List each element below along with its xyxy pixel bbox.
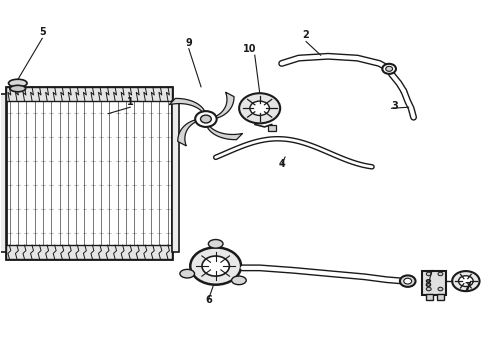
- Bar: [269, 126, 276, 131]
- Circle shape: [459, 276, 473, 287]
- Bar: [172, 100, 179, 252]
- Bar: [422, 271, 446, 295]
- Circle shape: [382, 64, 396, 74]
- Circle shape: [452, 271, 480, 291]
- Ellipse shape: [208, 239, 223, 248]
- Text: 2: 2: [303, 30, 310, 40]
- Ellipse shape: [232, 276, 246, 285]
- Bar: [5, 87, 171, 100]
- Text: 10: 10: [243, 44, 257, 54]
- Text: 8: 8: [425, 279, 432, 289]
- Circle shape: [190, 247, 241, 285]
- Bar: [5, 87, 171, 259]
- Text: 9: 9: [185, 37, 192, 48]
- Bar: [426, 294, 433, 300]
- Text: 7: 7: [464, 282, 471, 292]
- Text: 1: 1: [127, 97, 134, 107]
- Bar: [437, 294, 444, 300]
- Text: 6: 6: [205, 295, 212, 305]
- Ellipse shape: [10, 85, 25, 92]
- Circle shape: [195, 111, 217, 127]
- Circle shape: [386, 66, 392, 71]
- Ellipse shape: [8, 79, 27, 87]
- Circle shape: [400, 275, 416, 287]
- Circle shape: [426, 272, 431, 276]
- Polygon shape: [178, 120, 197, 146]
- Polygon shape: [214, 92, 234, 118]
- Text: 4: 4: [278, 159, 285, 170]
- Bar: [5, 245, 171, 259]
- Polygon shape: [206, 125, 243, 140]
- Circle shape: [438, 272, 443, 276]
- Circle shape: [404, 278, 412, 284]
- Text: 3: 3: [392, 101, 398, 111]
- Bar: [0, 94, 5, 252]
- Polygon shape: [170, 98, 205, 113]
- Circle shape: [438, 287, 443, 291]
- Ellipse shape: [180, 269, 195, 278]
- Circle shape: [202, 256, 229, 276]
- Circle shape: [200, 115, 211, 123]
- Circle shape: [250, 101, 270, 116]
- Text: 5: 5: [39, 27, 46, 37]
- Circle shape: [426, 287, 431, 291]
- Circle shape: [239, 93, 280, 123]
